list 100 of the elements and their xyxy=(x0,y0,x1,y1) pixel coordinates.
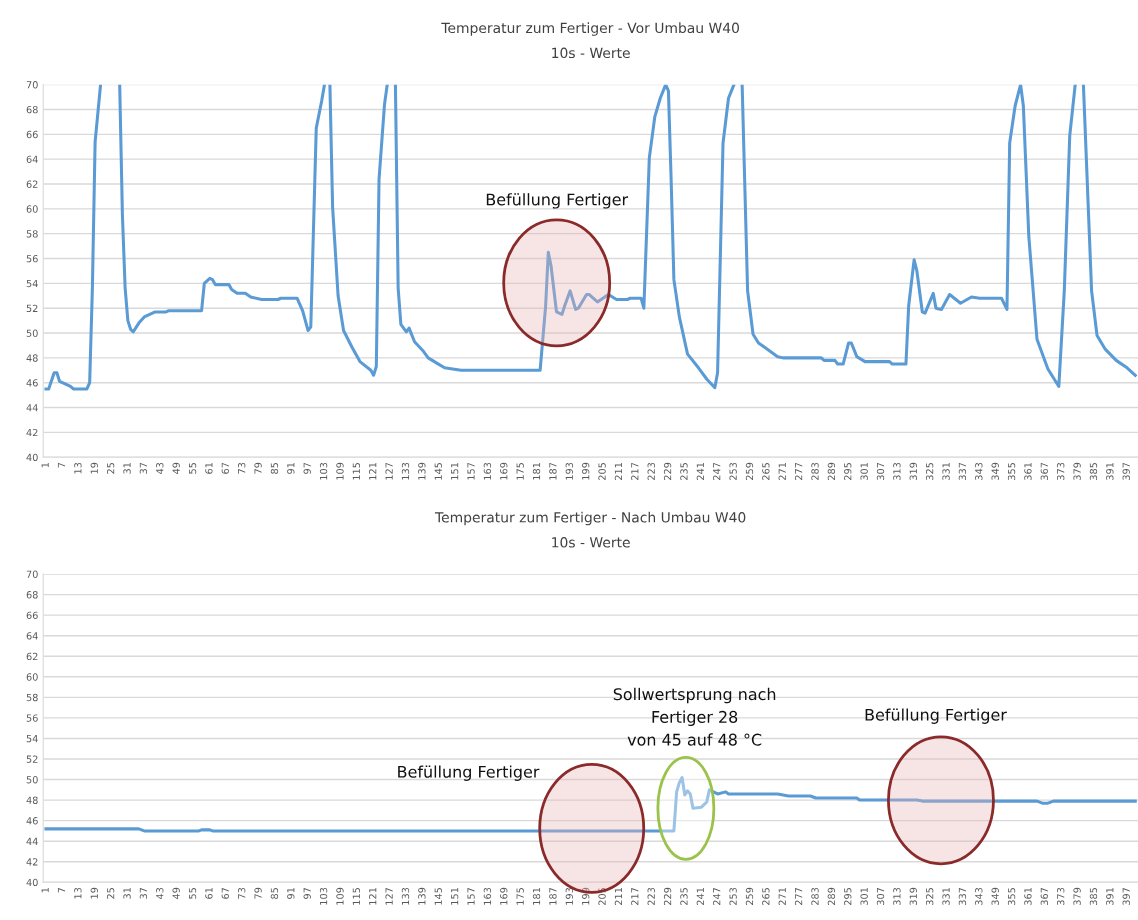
x-tick-label: 199 xyxy=(581,462,590,480)
x-tick-label: 121 xyxy=(369,888,377,905)
x-tick-label: 7 xyxy=(57,462,66,468)
x-tick-label: 37 xyxy=(139,887,148,899)
x-tick-label: 145 xyxy=(434,462,442,480)
y-tick-label: 40 xyxy=(26,878,38,887)
x-tick-label: 391 xyxy=(1106,463,1114,480)
x-tick-label: 235 xyxy=(680,462,688,480)
y-tick-label: 66 xyxy=(26,130,38,139)
y-tick-label: 58 xyxy=(26,693,38,702)
y-tick-label: 54 xyxy=(26,735,38,743)
x-tick-label: 79 xyxy=(254,887,262,899)
x-tick-label: 373 xyxy=(1057,887,1065,905)
y-tick-label: 64 xyxy=(26,632,38,640)
y-tick-label: 56 xyxy=(26,255,38,263)
x-tick-label: 145 xyxy=(434,887,442,905)
y-tick-label: 68 xyxy=(26,591,38,599)
chart-subtitle: 10s - Werte xyxy=(552,537,630,548)
y-tick-label: 68 xyxy=(26,105,38,114)
x-tick-label: 223 xyxy=(647,462,655,480)
x-tick-label: 187 xyxy=(549,462,557,480)
x-tick-label: 1 xyxy=(41,888,49,893)
y-tick-label: 60 xyxy=(26,673,38,681)
x-tick-label: 79 xyxy=(254,462,262,474)
x-tick-label: 223 xyxy=(647,887,655,905)
y-tick-label: 48 xyxy=(26,796,38,804)
x-tick-label: 217 xyxy=(631,462,639,480)
x-tick-label: 319 xyxy=(909,887,917,905)
x-tick-label: 337 xyxy=(958,462,967,480)
x-tick-label: 319 xyxy=(909,462,917,480)
x-tick-label: 115 xyxy=(352,462,361,480)
y-tick-label: 44 xyxy=(26,404,38,412)
y-tick-label: 42 xyxy=(26,858,38,866)
y-tick-label: 50 xyxy=(26,329,38,337)
x-tick-label: 13 xyxy=(74,462,82,474)
x-tick-label: 211 xyxy=(614,888,622,905)
x-tick-label: 169 xyxy=(500,887,508,905)
x-tick-label: 139 xyxy=(418,462,426,480)
x-tick-label: 271 xyxy=(778,888,786,905)
x-tick-label: 181 xyxy=(532,888,541,905)
x-tick-label: 379 xyxy=(1073,887,1081,905)
x-tick-label: 205 xyxy=(598,462,606,480)
x-tick-label: 367 xyxy=(1040,462,1048,480)
y-tick-label: 62 xyxy=(26,180,38,188)
x-tick-label: 169 xyxy=(500,462,508,480)
x-tick-label: 343 xyxy=(975,462,983,480)
x-tick-label: 55 xyxy=(188,887,197,899)
x-tick-label: 175 xyxy=(516,462,524,480)
x-tick-label: 85 xyxy=(270,887,279,899)
x-tick-label: 289 xyxy=(827,462,836,480)
x-tick-label: 115 xyxy=(352,887,361,905)
x-tick-label: 331 xyxy=(942,888,950,905)
x-tick-label: 367 xyxy=(1040,887,1048,905)
x-tick-label: 247 xyxy=(713,462,721,480)
x-tick-label: 151 xyxy=(451,888,459,905)
x-tick-label: 307 xyxy=(876,887,885,905)
x-tick-label: 7 xyxy=(57,887,66,893)
x-tick-label: 163 xyxy=(483,462,492,480)
annotation: Befüllung Fertiger xyxy=(486,193,629,209)
x-tick-label: 61 xyxy=(205,888,213,899)
x-tick-label: 397 xyxy=(1122,462,1130,480)
x-tick-label: 295 xyxy=(844,887,852,905)
x-tick-label: 361 xyxy=(1024,463,1032,480)
x-tick-label: 31 xyxy=(123,463,131,474)
x-tick-label: 73 xyxy=(238,462,246,474)
x-tick-label: 55 xyxy=(188,462,197,474)
x-tick-label: 187 xyxy=(549,887,557,905)
x-tick-label: 181 xyxy=(532,463,541,480)
x-tick-label: 193 xyxy=(565,887,573,905)
x-tick-label: 265 xyxy=(762,462,770,480)
x-tick-label: 331 xyxy=(942,463,950,480)
x-tick-label: 229 xyxy=(663,462,672,480)
x-tick-label: 127 xyxy=(385,887,393,905)
x-tick-label: 193 xyxy=(565,462,573,480)
chart-subtitle: 10s - Werte xyxy=(552,47,630,59)
y-tick-label: 58 xyxy=(26,230,38,238)
x-tick-label: 253 xyxy=(729,887,737,905)
x-tick-label: 31 xyxy=(123,888,131,899)
x-tick-label: 103 xyxy=(319,887,328,905)
x-tick-label: 49 xyxy=(172,887,180,900)
x-tick-label: 133 xyxy=(401,887,410,905)
x-tick-label: 175 xyxy=(516,887,524,905)
x-tick-label: 373 xyxy=(1057,462,1065,480)
x-tick-label: 241 xyxy=(696,888,704,905)
x-tick-label: 325 xyxy=(925,887,934,905)
y-tick-label: 54 xyxy=(26,279,38,288)
x-tick-label: 307 xyxy=(876,462,885,480)
x-tick-label: 91 xyxy=(287,888,295,899)
y-tick-label: 46 xyxy=(26,817,38,825)
x-tick-label: 301 xyxy=(860,463,868,480)
x-tick-label: 337 xyxy=(958,887,967,905)
chart-title: Temperatur zum Fertiger - Vor Umbau W40 xyxy=(441,22,739,36)
y-tick-label: 56 xyxy=(26,714,38,722)
y-tick-label: 70 xyxy=(26,81,38,89)
x-tick-label: 25 xyxy=(106,887,115,899)
x-tick-label: 391 xyxy=(1106,888,1114,905)
x-tick-label: 301 xyxy=(860,888,868,905)
chart-title: Temperatur zum Fertiger - Nach Umbau W40 xyxy=(434,511,746,526)
x-tick-label: 19 xyxy=(90,887,98,899)
x-tick-label: 91 xyxy=(287,463,295,474)
